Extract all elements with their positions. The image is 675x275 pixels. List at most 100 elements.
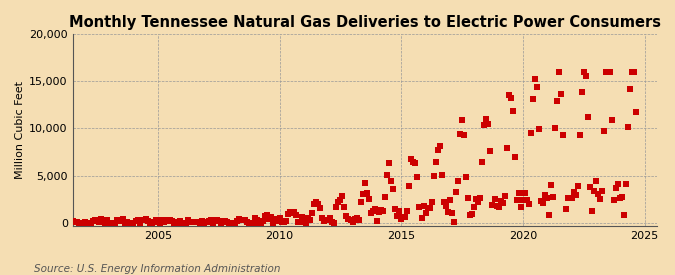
Point	[392, 213, 402, 218]
Point	[185, 220, 196, 224]
Point	[485, 149, 496, 153]
Point	[155, 221, 165, 225]
Point	[177, 221, 188, 225]
Point	[191, 220, 202, 225]
Text: Source: U.S. Energy Information Administration: Source: U.S. Energy Information Administ…	[34, 264, 280, 274]
Point	[57, 221, 68, 225]
Point	[337, 193, 348, 198]
Point	[100, 221, 111, 225]
Point	[568, 189, 579, 194]
Point	[436, 173, 447, 178]
Point	[605, 70, 616, 74]
Point	[72, 219, 82, 224]
Point	[331, 205, 342, 209]
Point	[63, 220, 74, 225]
Point	[96, 217, 107, 221]
Point	[146, 221, 157, 225]
Point	[262, 213, 273, 217]
Point	[526, 131, 537, 135]
Point	[286, 211, 297, 216]
Point	[441, 204, 452, 208]
Point	[528, 97, 539, 101]
Point	[542, 196, 553, 201]
Point	[385, 178, 396, 183]
Point	[493, 205, 504, 210]
Point	[467, 212, 478, 217]
Point	[574, 133, 585, 137]
Point	[627, 70, 638, 74]
Point	[471, 197, 482, 201]
Point	[619, 212, 630, 217]
Point	[623, 125, 634, 129]
Point	[144, 221, 155, 225]
Point	[159, 220, 169, 224]
Point	[512, 198, 522, 202]
Point	[497, 201, 508, 205]
Point	[583, 115, 593, 120]
Point	[315, 206, 325, 210]
Point	[294, 220, 305, 224]
Point	[396, 216, 406, 221]
Point	[227, 221, 238, 225]
Point	[402, 209, 412, 213]
Point	[449, 219, 460, 224]
Point	[108, 221, 119, 225]
Point	[560, 207, 571, 212]
Point	[414, 205, 425, 210]
Point	[443, 210, 454, 214]
Point	[59, 221, 70, 225]
Point	[183, 218, 194, 222]
Point	[477, 160, 488, 164]
Point	[607, 117, 618, 122]
Point	[76, 221, 86, 225]
Point	[367, 209, 378, 213]
Point	[554, 70, 565, 74]
Point	[538, 200, 549, 205]
Point	[298, 219, 309, 224]
Point	[572, 184, 583, 188]
Point	[500, 193, 510, 198]
Point	[518, 198, 529, 202]
Point	[211, 218, 222, 222]
Point	[508, 109, 518, 114]
Point	[463, 196, 474, 200]
Point	[278, 219, 289, 224]
Point	[319, 219, 329, 223]
Point	[625, 86, 636, 91]
Point	[238, 218, 248, 222]
Point	[339, 205, 350, 209]
Point	[504, 92, 514, 97]
Point	[375, 208, 386, 212]
Point	[104, 220, 115, 225]
Point	[434, 144, 445, 148]
Point	[487, 202, 498, 207]
Point	[432, 147, 443, 152]
Point	[426, 200, 437, 205]
Point	[371, 219, 382, 223]
Point	[86, 221, 97, 225]
Point	[84, 221, 95, 225]
Point	[576, 90, 587, 94]
Point	[325, 216, 335, 220]
Point	[601, 70, 612, 74]
Point	[546, 183, 557, 187]
Point	[544, 213, 555, 217]
Point	[552, 99, 563, 103]
Point	[514, 191, 524, 196]
Point	[215, 221, 226, 225]
Point	[55, 220, 66, 224]
Point	[603, 70, 614, 74]
Point	[230, 221, 240, 225]
Point	[379, 194, 390, 199]
Point	[406, 157, 416, 162]
Point	[140, 217, 151, 221]
Point	[221, 220, 232, 224]
Point	[491, 204, 502, 208]
Point	[65, 219, 76, 224]
Point	[408, 160, 418, 164]
Point	[613, 182, 624, 186]
Point	[248, 221, 259, 225]
Point	[321, 218, 331, 222]
Point	[187, 220, 198, 224]
Point	[387, 186, 398, 191]
